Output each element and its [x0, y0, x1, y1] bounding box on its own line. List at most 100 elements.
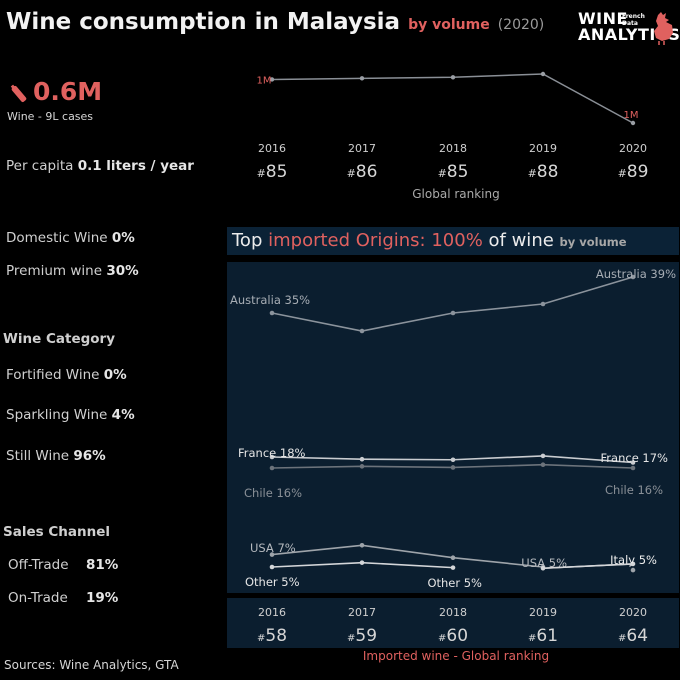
import-rank-value: #59	[347, 626, 377, 646]
origin-start-label: Chile 16%	[244, 486, 302, 500]
per-capita: Per capita 0.1 liters / year	[6, 158, 194, 174]
origin-end-label: Chile 16%	[605, 483, 663, 497]
global-rank-value: #88	[528, 162, 559, 182]
category-value: 4%	[111, 407, 135, 423]
origin-point	[540, 301, 546, 307]
category-label: Sparkling Wine	[6, 407, 108, 423]
domestic-label: Domestic Wine	[6, 230, 108, 246]
page-title: Wine consumption in Malaysia by volume (…	[6, 9, 544, 35]
imported-ranking-panel	[227, 598, 679, 648]
origin-point	[630, 567, 636, 573]
origin-point	[359, 328, 365, 334]
origin-point	[269, 552, 275, 557]
origin-point	[359, 456, 365, 462]
year-tick-label: 2019	[529, 606, 557, 619]
global-rank-value: #85	[257, 162, 288, 182]
channel-label: On-Trade	[8, 590, 68, 606]
imported-title-b: imported Origins: 100%	[268, 230, 483, 251]
imported-title-c: of wine	[482, 230, 560, 251]
volume-point	[450, 75, 456, 80]
year-tick-label: 2017	[348, 606, 376, 619]
import-rank-value: #64	[618, 626, 648, 646]
imported-title: Top imported Origins: 100% of wine by vo…	[232, 230, 627, 251]
premium-label: Premium wine	[6, 263, 103, 279]
wine-analytics-logo: WINE ANALYTICS French Data	[578, 9, 680, 45]
channel-value: 19%	[86, 590, 119, 606]
premium-wine: Premium wine 30%	[6, 263, 139, 279]
imported-title-bar	[227, 227, 679, 255]
origin-start-label: Australia 35%	[230, 293, 310, 307]
origin-point	[630, 465, 636, 471]
import-rank-value: #60	[438, 626, 468, 646]
year-tick-label: 2019	[529, 142, 557, 155]
category-item: Sparkling Wine 4%	[6, 407, 135, 423]
origin-point	[269, 465, 275, 471]
volume-value: 0.6M	[33, 77, 103, 106]
category-title: Wine Category	[3, 331, 116, 347]
import-ranking-label: Imported wine - Global ranking	[363, 649, 549, 663]
import-rank-value: #58	[257, 626, 287, 646]
origin-end-label: Italy 5%	[610, 553, 657, 567]
volume-trend-chart: 1M 1M 2016 #85 2017 #86 2018 #85 2019 #88 2020 #89 G…	[257, 71, 649, 201]
origin-point	[269, 310, 275, 316]
title-sub-gray: (2020)	[497, 17, 545, 33]
origin-point	[450, 465, 456, 470]
origin-point	[540, 462, 546, 468]
per-capita-label: Per capita	[6, 158, 74, 174]
origin-start-label: France 18%	[238, 446, 306, 460]
year-tick-label: 2017	[348, 142, 376, 155]
origin-line-usa	[271, 544, 544, 568]
global-rank-value: #89	[618, 162, 649, 182]
origin-point	[450, 457, 456, 463]
category-label: Fortified Wine	[6, 367, 100, 383]
title-main: Wine consumption in Malaysia	[6, 9, 401, 35]
imported-chart-panel	[227, 262, 679, 593]
origin-point	[359, 543, 365, 548]
logo-line1: WINE	[578, 9, 628, 28]
origin-point	[359, 560, 365, 565]
sources-note: Sources: Wine Analytics, GTA	[4, 658, 179, 672]
origin-point	[630, 274, 636, 280]
channel-title: Sales Channel	[3, 524, 110, 540]
channel-value: 81%	[86, 557, 119, 573]
premium-value: 30%	[106, 263, 139, 279]
volume-point	[630, 120, 636, 126]
imported-title-a: Top	[232, 230, 269, 251]
origin-point	[540, 453, 546, 459]
imported-title-d: by volume	[559, 235, 627, 249]
global-ranking-label: Global ranking	[412, 187, 500, 201]
origin-end-label: Australia 39%	[596, 267, 676, 281]
domestic-wine: Domestic Wine 0%	[6, 230, 135, 246]
year-tick-label: 2016	[258, 606, 286, 619]
title-sub-red: by volume	[408, 17, 490, 33]
import-rank-value: #61	[528, 626, 558, 646]
origin-start-label: USA 7%	[250, 541, 296, 555]
origin-line-australia	[271, 276, 634, 332]
category-item: Still Wine 96%	[6, 448, 106, 464]
category-item: Fortified Wine 0%	[6, 367, 127, 383]
origin-point	[269, 454, 275, 460]
origin-end-label: Other 5%	[427, 576, 482, 590]
domestic-value: 0%	[111, 230, 135, 246]
channel-item: Off-Trade 81%	[8, 557, 118, 573]
category-label: Still Wine	[6, 448, 70, 464]
volume-data-label: 1M	[257, 75, 272, 86]
origin-start-label: Other 5%	[245, 575, 300, 589]
volume-point	[269, 77, 275, 82]
volume-point	[359, 76, 365, 81]
origin-point	[450, 310, 456, 316]
origin-point	[269, 564, 275, 570]
per-capita-value: 0.1 liters / year	[77, 158, 194, 174]
category-value: 96%	[73, 448, 106, 464]
wine-bottle-icon	[10, 84, 27, 103]
volume-point	[540, 71, 546, 77]
year-tick-label: 2020	[619, 606, 647, 619]
origin-point	[450, 565, 456, 570]
origin-point	[450, 555, 456, 560]
year-tick-label: 2020	[619, 142, 647, 155]
origin-point	[359, 464, 365, 469]
channel-item: On-Trade 19%	[8, 590, 118, 606]
year-tick-label: 2016	[258, 142, 286, 155]
year-tick-label: 2018	[439, 606, 467, 619]
